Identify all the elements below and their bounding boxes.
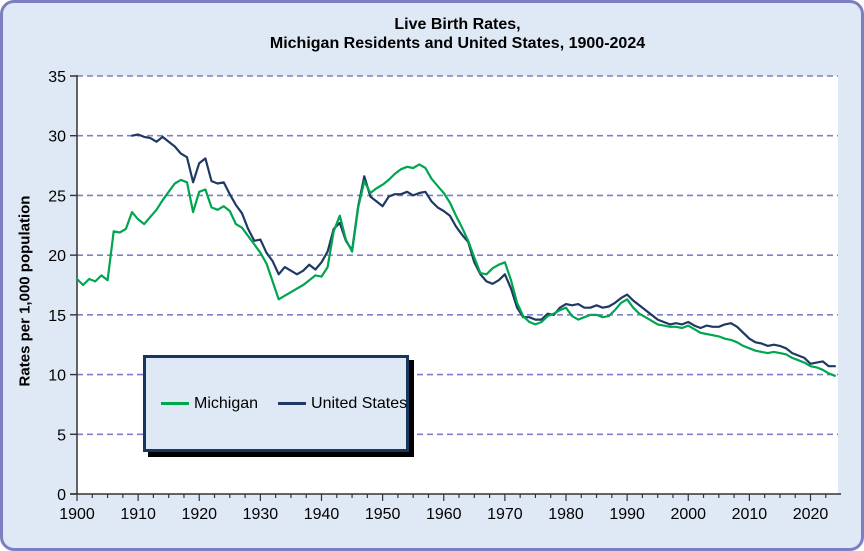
- plot-area: 0 5 10 15 20 25 30 35 1900 1910 1920 1930 1940 1950 19…: [48, 69, 841, 523]
- x-tick-label: 2000: [670, 506, 706, 523]
- x-tick-label: 1940: [304, 506, 340, 523]
- chart-title-line1: Live Birth Rates,: [394, 16, 521, 33]
- michigan-line-swatch: [161, 402, 189, 405]
- x-tick-label: 1970: [487, 506, 523, 523]
- x-tick-label: 2010: [732, 506, 768, 523]
- legend-label-united-states: United States: [311, 394, 408, 412]
- series-line-united-states: [130, 133, 837, 368]
- y-tick-label: 25: [48, 188, 66, 205]
- x-tick-label: 1930: [243, 506, 279, 523]
- y-tick-label: 0: [57, 487, 66, 504]
- series-line-michigan: [75, 163, 837, 377]
- legend-label-michigan: Michigan: [194, 394, 259, 412]
- y-tick-label: 15: [48, 308, 66, 325]
- x-tick-label: 1990: [609, 506, 645, 523]
- chart-title: Live Birth Rates, Michigan Residents and…: [77, 15, 838, 53]
- x-tick-label: 1960: [426, 506, 462, 523]
- y-tick-label: 10: [48, 368, 66, 385]
- x-tick-label: 1910: [120, 506, 156, 523]
- legend: Michigan United States: [143, 355, 409, 452]
- x-tick-label: 1920: [181, 506, 217, 523]
- x-tick-label: 1950: [365, 506, 401, 523]
- y-tick-label: 35: [48, 69, 66, 86]
- us-line-swatch: [278, 402, 307, 405]
- y-tick-label: 5: [57, 427, 66, 444]
- chart-title-line2: Michigan Residents and United States, 19…: [269, 35, 646, 52]
- y-tick-label: 20: [48, 248, 66, 265]
- x-tick-label: 2020: [793, 506, 829, 523]
- x-tick-label: 1900: [59, 506, 95, 523]
- y-tick-label: 30: [48, 129, 66, 146]
- x-tick-label: 1980: [548, 506, 584, 523]
